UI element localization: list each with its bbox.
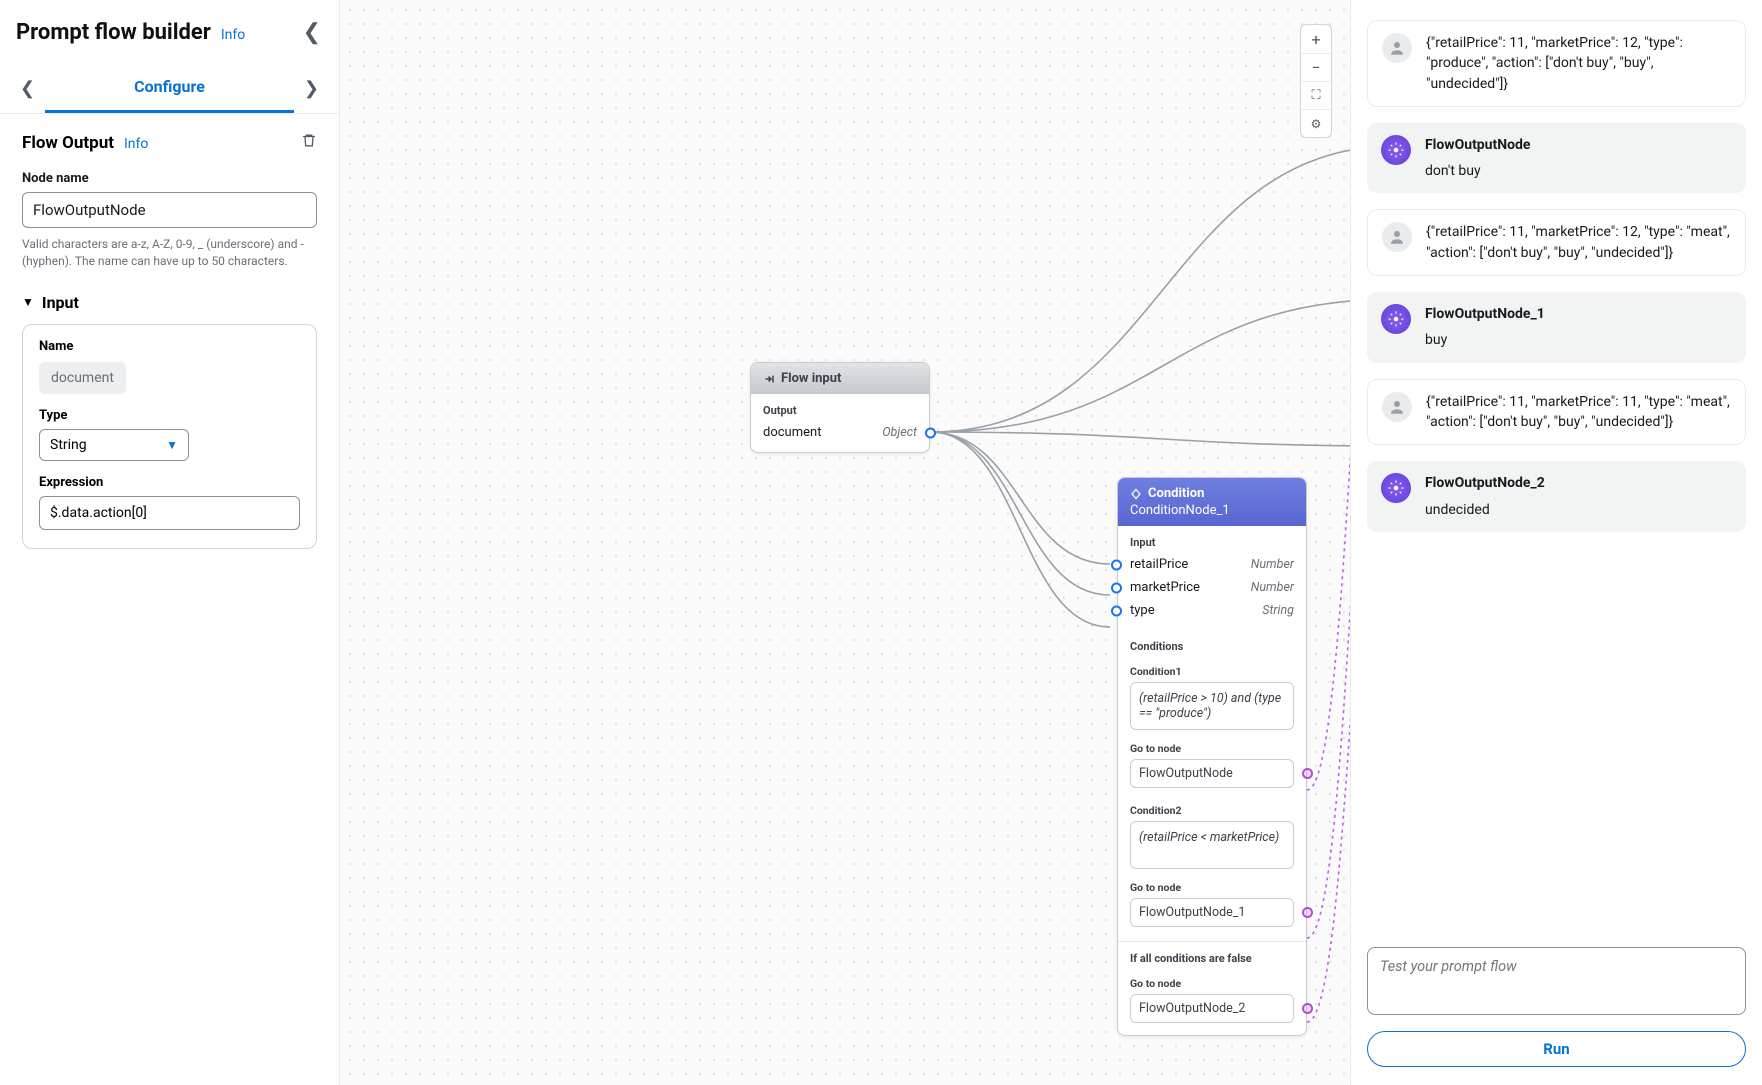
bot-message: FlowOutputNode_1buy [1367, 292, 1746, 363]
bot-avatar-icon [1381, 135, 1411, 165]
layout-icon[interactable]: ⚙ [1301, 109, 1331, 137]
goto-target[interactable] [1130, 759, 1294, 788]
page-title: Prompt flow builder [16, 20, 211, 45]
zoom-out-icon[interactable]: − [1301, 53, 1331, 81]
node-header: Flow input [751, 363, 929, 394]
flow-output-section: Flow Output Info Node name Valid charact… [0, 114, 339, 567]
zoom-in-icon[interactable]: + [1301, 25, 1331, 53]
condition-expr[interactable]: (retailPrice < marketPrice) [1130, 821, 1294, 869]
left-panel: Prompt flow builder Info ❮ ❮ Configure ❯… [0, 0, 340, 1085]
user-message: {"retailPrice": 11, "marketPrice": 12, "… [1367, 20, 1746, 107]
bot-message: FlowOutputNode_2undecided [1367, 461, 1746, 532]
delete-node-icon[interactable] [301, 132, 317, 153]
chevron-down-icon: ▼ [166, 438, 178, 452]
user-avatar-icon [1382, 392, 1412, 422]
bot-avatar-icon [1381, 473, 1411, 503]
section-info-link[interactable]: Info [124, 136, 148, 152]
input-port[interactable] [1111, 605, 1122, 616]
input-expr-input[interactable] [39, 496, 300, 530]
input-section-title: Input [42, 293, 79, 312]
run-button[interactable]: Run [1367, 1031, 1746, 1067]
message-content: FlowOutputNodedon't buy [1425, 135, 1732, 182]
condition-node[interactable]: Condition ConditionNode_1 Input retailPr… [1117, 477, 1307, 1036]
message-content: {"retailPrice": 11, "marketPrice": 12, "… [1426, 33, 1731, 94]
collapse-panel-icon[interactable]: ❮ [299, 16, 325, 49]
user-avatar-icon [1382, 222, 1412, 252]
node-header: Condition ConditionNode_1 [1118, 478, 1306, 526]
input-name-value: document [39, 362, 126, 394]
input-card: Name document Type String ▼ Expression [22, 324, 317, 549]
bot-avatar-icon [1381, 304, 1411, 334]
tab-prev-icon[interactable]: ❮ [10, 72, 45, 105]
tab-next-icon[interactable]: ❯ [294, 72, 329, 105]
goto-target[interactable] [1130, 994, 1294, 1023]
caret-down-icon: ▼ [22, 295, 34, 309]
user-message: {"retailPrice": 11, "marketPrice": 11, "… [1367, 379, 1746, 446]
input-port[interactable] [1111, 559, 1122, 570]
user-avatar-icon [1382, 33, 1412, 63]
condition-out-port[interactable] [1302, 907, 1313, 918]
input-type-value: String [50, 437, 87, 453]
prompt-input[interactable] [1367, 947, 1746, 1015]
flow-input-node[interactable]: Flow input Output document Object [750, 362, 930, 453]
goto-target[interactable] [1130, 898, 1294, 927]
message-content: FlowOutputNode_1buy [1425, 304, 1732, 351]
flow-canvas[interactable]: + − ⛶ ⚙ Flow input Output document Objec… [340, 0, 1350, 1085]
message-content: {"retailPrice": 11, "marketPrice": 11, "… [1426, 392, 1731, 433]
tab-configure[interactable]: Configure [45, 63, 294, 113]
condition-out-port[interactable] [1302, 768, 1313, 779]
node-name-input[interactable] [22, 192, 317, 228]
fit-view-icon[interactable]: ⛶ [1301, 81, 1331, 109]
node-name-helper: Valid characters are a-z, A-Z, 0-9, _ (u… [22, 236, 317, 271]
input-type-select[interactable]: String ▼ [39, 429, 189, 461]
bot-message: FlowOutputNodedon't buy [1367, 123, 1746, 194]
message-content: {"retailPrice": 11, "marketPrice": 12, "… [1426, 222, 1731, 263]
input-type-label: Type [39, 408, 300, 423]
condition-expr[interactable]: (retailPrice > 10) and (type == "produce… [1130, 682, 1294, 730]
input-port[interactable] [1111, 582, 1122, 593]
input-name-label: Name [39, 339, 300, 354]
condition-out-port[interactable] [1302, 1003, 1313, 1014]
test-footer: Run [1367, 947, 1746, 1067]
node-name-label: Node name [22, 171, 317, 186]
user-message: {"retailPrice": 11, "marketPrice": 12, "… [1367, 209, 1746, 276]
output-port[interactable] [925, 427, 936, 438]
panel-tabs: ❮ Configure ❯ [0, 63, 339, 114]
section-title: Flow Output [22, 133, 114, 153]
message-content: FlowOutputNode_2undecided [1425, 473, 1732, 520]
input-section-toggle[interactable]: ▼ Input [22, 293, 317, 312]
right-panel: {"retailPrice": 11, "marketPrice": 12, "… [1350, 0, 1762, 1085]
canvas-controls: + − ⛶ ⚙ [1300, 24, 1332, 138]
info-link[interactable]: Info [221, 27, 245, 43]
input-expr-label: Expression [39, 475, 300, 490]
builder-header: Prompt flow builder Info ❮ [0, 0, 339, 63]
